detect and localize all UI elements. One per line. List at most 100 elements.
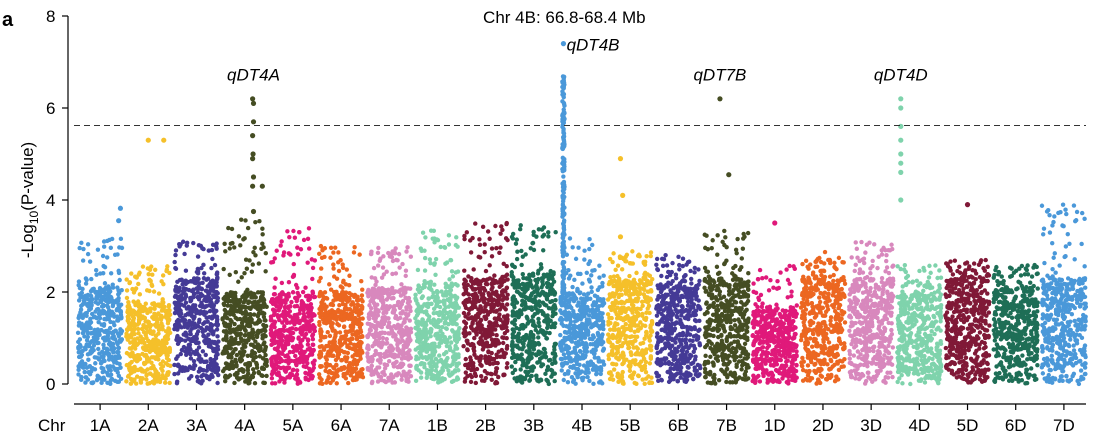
snp-point: [327, 362, 333, 368]
snp-point: [591, 347, 596, 353]
snp-point: [536, 302, 541, 307]
snp-point: [558, 308, 563, 313]
snp-point: [486, 290, 491, 296]
snp-point: [397, 305, 403, 311]
snp-point: [214, 272, 219, 277]
snp-point: [165, 318, 171, 323]
snp-point: [107, 325, 113, 331]
snp-point: [560, 317, 565, 322]
snp-point: [444, 316, 449, 321]
snp-point: [408, 254, 414, 259]
snp-point: [213, 355, 219, 361]
snp-point: [441, 352, 447, 357]
snp-point: [289, 338, 294, 343]
snp-point: [504, 365, 510, 370]
snp-point: [549, 368, 555, 373]
snp-point: [310, 333, 315, 338]
snp-point: [287, 333, 293, 338]
snp-point: [465, 338, 470, 343]
snp-point: [243, 305, 249, 310]
snp-point: [318, 275, 323, 281]
chromosome-2A: [124, 264, 173, 386]
snp-point: [106, 288, 112, 294]
snp-point: [211, 304, 216, 309]
snp-point: [389, 327, 394, 333]
snp-point: [136, 281, 141, 287]
snp-point: [512, 297, 518, 302]
snp-point: [558, 294, 563, 300]
snp-point: [281, 291, 286, 297]
snp-point: [149, 355, 155, 360]
snp-point: [294, 372, 300, 377]
snp-point: [544, 336, 549, 341]
snp-point: [478, 318, 484, 323]
snp-point: [165, 314, 170, 320]
snp-point: [101, 303, 106, 309]
snp-point: [452, 294, 457, 299]
chromosome-2B: [461, 220, 510, 386]
snp-point: [392, 361, 398, 366]
snp-point: [552, 378, 557, 384]
snp-point: [162, 380, 168, 385]
snp-point: [212, 262, 218, 268]
snp-point: [250, 367, 256, 372]
snp-point: [340, 285, 345, 291]
snp-point: [539, 362, 545, 367]
snp-point: [192, 278, 197, 283]
snp-point: [77, 245, 82, 251]
snp-point: [241, 325, 247, 331]
y-tick-label: 4: [46, 191, 55, 210]
snp-point: [575, 353, 581, 359]
snp-point: [443, 285, 449, 290]
snp-point: [401, 362, 406, 367]
snp-point: [547, 330, 552, 336]
snp-point: [351, 250, 357, 255]
snp-point: [167, 380, 172, 386]
snp-point: [274, 248, 279, 253]
snp-point: [237, 340, 242, 346]
snp-point: [483, 357, 489, 362]
snp-point: [539, 285, 544, 290]
snp-point: [547, 290, 553, 295]
snp-point: [473, 373, 479, 379]
snp-point: [147, 278, 152, 283]
snp-point: [430, 236, 435, 241]
snp-point: [131, 290, 137, 295]
snp-point: [214, 284, 219, 289]
snp-point: [223, 378, 228, 384]
snp-point: [231, 327, 236, 332]
snp-point: [193, 303, 198, 308]
snp-point: [407, 299, 412, 304]
snp-point: [598, 371, 603, 377]
snp-point: [471, 296, 477, 301]
snp-point: [137, 270, 142, 275]
snp-point: [84, 320, 90, 325]
snp-point: [578, 349, 583, 354]
snp-point: [340, 301, 346, 307]
snp-point: [237, 309, 243, 315]
snp-point: [201, 334, 207, 339]
snp-point: [433, 272, 438, 277]
snp-point: [370, 357, 375, 362]
snp-point: [160, 373, 165, 378]
snp-point: [587, 363, 592, 368]
snp-point: [404, 249, 409, 254]
snp-point: [595, 332, 601, 337]
snp-point: [249, 353, 254, 359]
snp-point: [372, 325, 378, 330]
snp-point: [151, 289, 157, 294]
snp-point: [513, 313, 518, 318]
snp-point: [215, 298, 220, 304]
snp-point: [160, 324, 165, 329]
snp-point: [248, 305, 253, 310]
snp-point: [449, 340, 454, 345]
snp-point: [529, 366, 534, 371]
snp-point: [359, 293, 365, 298]
snp-point: [106, 297, 111, 303]
snp-point: [534, 376, 540, 382]
snp-point: [518, 367, 523, 372]
snp-point: [124, 350, 130, 356]
snp-point: [124, 277, 129, 282]
snp-point: [463, 356, 468, 362]
snp-point: [134, 374, 140, 379]
